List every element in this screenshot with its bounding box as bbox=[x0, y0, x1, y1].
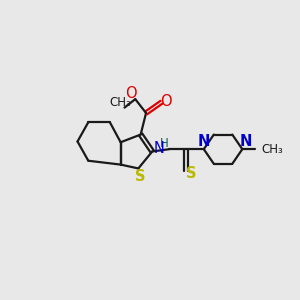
Text: O: O bbox=[126, 86, 137, 101]
Text: CH₃: CH₃ bbox=[262, 143, 283, 156]
Text: N: N bbox=[198, 134, 210, 149]
Text: S: S bbox=[186, 166, 197, 181]
Text: O: O bbox=[160, 94, 172, 109]
Text: S: S bbox=[135, 169, 146, 184]
Text: N: N bbox=[239, 134, 252, 149]
Text: H: H bbox=[159, 137, 168, 150]
Text: N: N bbox=[154, 141, 165, 156]
Text: CH₃: CH₃ bbox=[110, 96, 131, 109]
